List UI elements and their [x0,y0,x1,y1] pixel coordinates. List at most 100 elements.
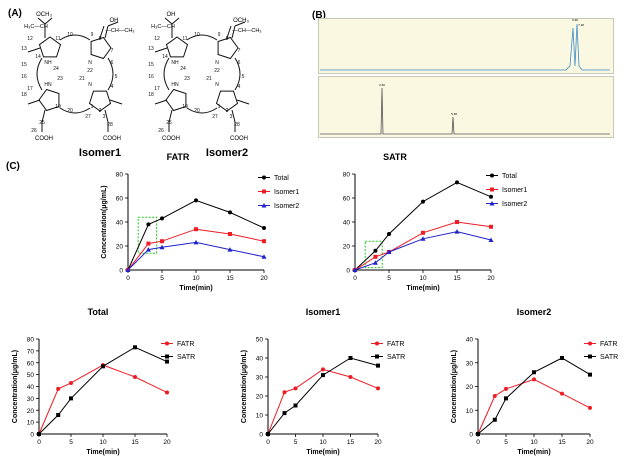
y-tick-label: 50 [27,372,35,379]
data-point [492,417,497,422]
x-tick-label: 5 [387,275,391,282]
series-line [38,364,168,435]
acid-right: COOH [103,136,121,142]
legend-label: SATR [387,354,405,361]
atom-label: 1 [91,104,94,110]
y-tick-label: 60 [116,196,124,203]
x-tick-label: 20 [374,439,382,446]
upper-trace [320,23,610,71]
atom-label: 24 [53,66,59,72]
series-line [127,241,265,271]
data-point [261,254,267,259]
atom-label: 15 [21,62,27,68]
x-tick-label: 0 [266,439,270,446]
series-line [354,231,492,271]
data-point [421,230,425,235]
atom-label: NH [171,60,179,66]
data-point [69,380,73,385]
x-tick-label: 10 [319,439,327,446]
data-point [227,247,233,252]
chromatogram-lower [318,76,614,138]
data-point [352,267,358,272]
atom-label: 2 [226,108,229,114]
x-axis-label: Time(min) [179,285,212,292]
legend-marker [490,173,494,178]
y-tick-label: 80 [27,337,35,344]
atom-label: 7 [111,48,114,54]
atom-label: 5 [242,74,245,80]
x-axis-label: Time(min) [306,449,339,456]
y-tick-label: 0 [346,268,350,275]
data-point [455,220,459,224]
y-tick-label: 0 [30,432,34,439]
series-line [354,221,492,271]
highlight-box [137,216,158,254]
atom-label: 5 [115,74,118,80]
chart-title: Total [88,307,109,317]
chart-title: FATR [167,152,190,162]
data-point [282,411,287,416]
series-line [127,199,265,271]
y-tick-label: 40 [466,337,474,344]
atom-label: 18 [148,92,154,98]
legend-label: SATR [177,354,195,361]
substituent-top-right: OCH₃ [233,18,249,24]
y-axis-label: Concentration(μg/mL) [451,350,458,423]
data-point [228,210,232,215]
legend-marker [262,175,266,180]
data-point [492,394,497,398]
x-tick-label: 5 [160,275,164,282]
legend-label: Isomer1 [274,189,299,196]
legend-marker [588,341,592,346]
macrocycle-bridge [163,34,241,114]
data-point [387,232,391,236]
atom-label: 4 [238,84,241,90]
data-point [420,236,426,241]
data-point [160,216,164,221]
x-tick-label: 0 [476,439,480,446]
data-point [101,364,105,369]
y-axis-label: Concentration(μg/mL) [241,350,248,423]
y-tick-label: 10 [27,420,35,427]
atom-label: 6 [238,60,241,66]
atom-label: 13 [21,46,27,52]
x-tick-label: 10 [530,439,538,446]
y-tick-label: 30 [466,360,474,367]
chart-2: Total 0 10 20 30 40 50 60 70 80 0 5 10 15 20 Time(min) C… [12,307,195,456]
atom-label: 7 [238,48,241,54]
y-tick-label: 80 [343,172,351,179]
substituent-top-right: OH [110,18,119,24]
legend-marker [375,341,379,346]
y-tick-label: 70 [27,348,35,355]
x-tick-label: 10 [192,275,200,282]
data-point [321,367,325,372]
atom-label: 14 [162,54,168,60]
data-point [165,390,169,395]
highlight-box [364,240,383,269]
y-tick-label: 20 [256,394,264,401]
data-point [293,403,298,408]
legend-marker [165,341,169,346]
atom-label: 23 [57,76,63,82]
x-tick-label: 15 [453,275,461,282]
panel-label-c: (C) [6,161,20,172]
series-line [38,346,168,435]
y-tick-label: 20 [343,244,351,251]
data-point [160,239,164,244]
atom-label: 16 [148,74,154,80]
data-point [454,229,460,234]
data-point [488,237,494,242]
atom-label: 9 [218,32,221,38]
y-tick-label: 30 [27,396,35,403]
chromatogram-upper [318,18,614,74]
atom-label: 28 [234,122,240,128]
x-tick-label: 15 [558,439,566,446]
atom-label: 27 [212,114,218,120]
data-point [504,396,508,401]
data-point [69,396,73,401]
atom-label: 9 [91,32,94,38]
panel-label-a: (A) [8,8,22,19]
isomer2-structure-name: Isomer2 [205,147,249,159]
